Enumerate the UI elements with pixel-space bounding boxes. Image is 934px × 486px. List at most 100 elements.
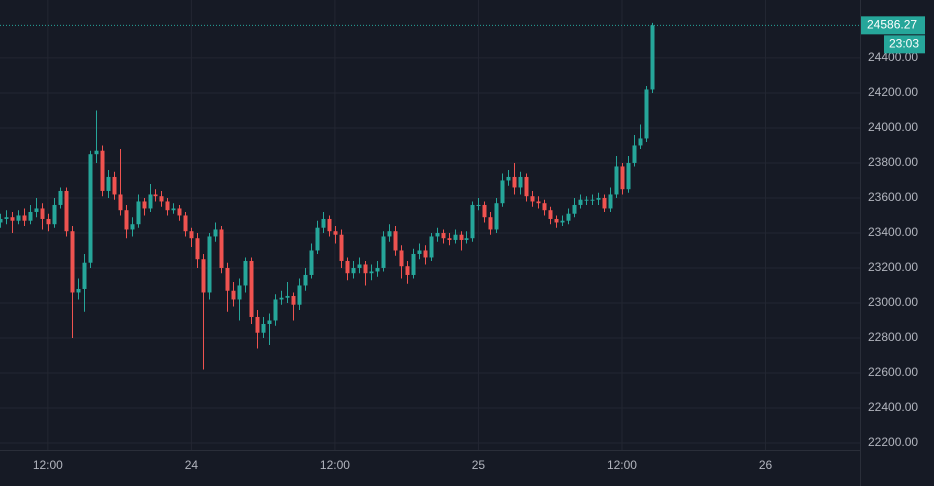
candle-body bbox=[165, 201, 170, 211]
candle-body bbox=[142, 201, 147, 209]
candle-body bbox=[435, 232, 440, 237]
candle-body bbox=[339, 234, 344, 261]
candle-body bbox=[626, 162, 631, 190]
candle-body bbox=[279, 297, 284, 300]
candle-body bbox=[375, 267, 380, 272]
y-tick-label: 24400.00 bbox=[868, 50, 918, 64]
candle-body bbox=[112, 176, 117, 195]
y-tick-label: 23600.00 bbox=[868, 190, 918, 204]
candle-body bbox=[94, 150, 99, 155]
candle-body bbox=[34, 208, 39, 212]
x-tick-label: 25 bbox=[472, 458, 486, 472]
candle-body bbox=[345, 260, 350, 274]
candle-body bbox=[148, 194, 153, 209]
x-tick-label: 12:00 bbox=[320, 458, 350, 472]
candle-body bbox=[584, 199, 589, 201]
y-tick-label: 22600.00 bbox=[868, 365, 918, 379]
candle-body bbox=[10, 217, 15, 221]
candle-body bbox=[46, 218, 51, 225]
candle-body bbox=[447, 238, 452, 240]
candle-body bbox=[482, 204, 487, 218]
candle-body bbox=[52, 204, 57, 225]
candle-body bbox=[620, 166, 625, 190]
candle-body bbox=[387, 231, 392, 237]
candle-body bbox=[118, 194, 123, 211]
last-price-box bbox=[861, 16, 925, 35]
candle-body bbox=[159, 196, 164, 202]
candle-body bbox=[303, 274, 308, 286]
candle-body bbox=[590, 199, 595, 201]
x-tick-label: 12:00 bbox=[607, 458, 637, 472]
candle-body bbox=[136, 201, 141, 225]
candle-body bbox=[542, 203, 547, 211]
candle-body bbox=[291, 295, 296, 305]
candle-body bbox=[476, 204, 481, 206]
candle-body bbox=[506, 176, 511, 181]
axes: 22200.00 22400.00 22600.00 22800.00 23000.00… bbox=[33, 16, 925, 472]
candle-body bbox=[536, 201, 541, 204]
candle-body bbox=[381, 236, 386, 268]
candle-body bbox=[548, 210, 553, 219]
candle-body bbox=[0, 218, 3, 223]
candle-body bbox=[309, 250, 314, 275]
y-tick-label: 24200.00 bbox=[868, 85, 918, 99]
candle-body bbox=[560, 220, 565, 223]
candle-body bbox=[650, 25, 655, 90]
candle-body bbox=[578, 199, 583, 205]
candle-body bbox=[518, 176, 523, 188]
candle-body bbox=[267, 320, 272, 324]
candle-body bbox=[273, 299, 278, 321]
candle-body bbox=[22, 215, 27, 221]
candle-body bbox=[40, 208, 45, 219]
candle-body bbox=[177, 208, 182, 216]
candle-body bbox=[596, 197, 601, 200]
countdown-label: 23:03 bbox=[889, 37, 919, 51]
candle-body bbox=[464, 238, 469, 240]
grid bbox=[0, 0, 860, 450]
candle-body bbox=[351, 267, 356, 274]
candle-body bbox=[459, 234, 464, 240]
candles bbox=[0, 22, 860, 370]
candle-body bbox=[213, 229, 218, 237]
candle-body bbox=[644, 89, 649, 139]
candle-body bbox=[231, 290, 236, 300]
candle-body bbox=[261, 323, 266, 333]
candle-body bbox=[608, 194, 613, 209]
candle-body bbox=[219, 229, 224, 268]
y-tick-label: 24000.00 bbox=[868, 120, 918, 134]
candle-body bbox=[195, 238, 200, 260]
candle-body bbox=[411, 253, 416, 275]
candle-body bbox=[255, 316, 260, 333]
y-tick-label: 22400.00 bbox=[868, 400, 918, 414]
candle-body bbox=[327, 218, 332, 232]
candle-body bbox=[524, 176, 529, 197]
candle-body bbox=[429, 236, 434, 258]
y-tick-label: 23200.00 bbox=[868, 260, 918, 274]
candle-body bbox=[453, 234, 458, 240]
candle-body bbox=[58, 190, 63, 205]
candle-body bbox=[189, 231, 194, 239]
candle-body bbox=[423, 250, 428, 258]
candle-body bbox=[70, 231, 75, 293]
candle-body bbox=[130, 224, 135, 230]
candle-body bbox=[124, 210, 129, 230]
y-tick-label: 22200.00 bbox=[868, 435, 918, 449]
candle-body bbox=[88, 154, 93, 263]
x-tick-label: 12:00 bbox=[33, 458, 63, 472]
candle-body bbox=[638, 138, 643, 146]
candle-body bbox=[357, 264, 362, 268]
candle-body bbox=[153, 194, 158, 197]
candle-body bbox=[64, 190, 69, 232]
x-tick-label: 26 bbox=[759, 458, 773, 472]
y-tick-label: 23000.00 bbox=[868, 295, 918, 309]
candle-body bbox=[237, 285, 242, 300]
candle-body bbox=[530, 196, 535, 202]
candle-body bbox=[369, 271, 374, 274]
candle-body bbox=[614, 166, 619, 195]
candle-body bbox=[399, 250, 404, 267]
candle-body bbox=[554, 218, 559, 223]
candle-body bbox=[500, 180, 505, 204]
candle-body bbox=[76, 288, 81, 293]
candle-body bbox=[632, 145, 637, 163]
candle-body bbox=[285, 295, 290, 298]
